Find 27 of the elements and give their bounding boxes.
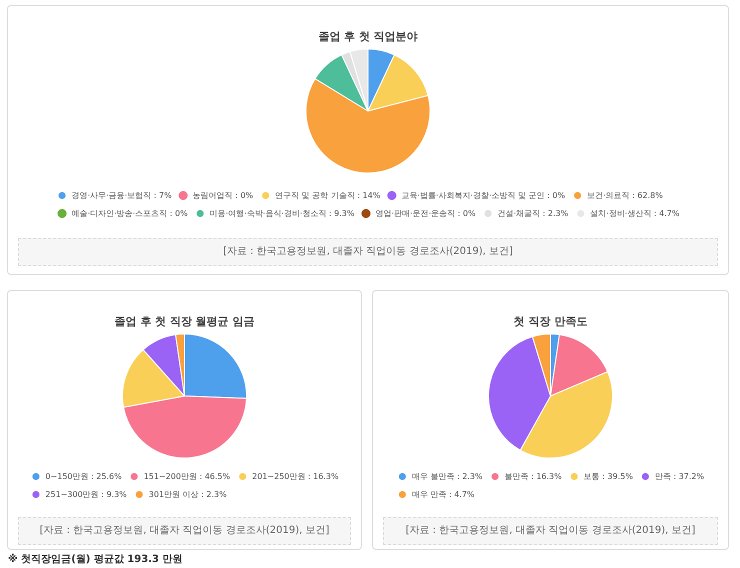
legend-label: 0~150만원 : 25.6% xyxy=(45,472,122,481)
text: ※ 첫직장임금(월) 평균값 193.3 만원 xyxy=(8,552,182,566)
legend-label: 미용·여행·숙박·음식·경비·청소직 : 9.3% xyxy=(210,209,355,218)
legend-label: 예술·디자인·방송·스포츠직 : 0% xyxy=(72,209,188,218)
legend-label: 연구직 및 공학 기술직 : 14% xyxy=(275,191,381,200)
legend-label: 건설·채굴직 : 2.3% xyxy=(498,209,569,218)
text: [자료 : 한국고용정보원, 대졸자 직업이동 경로조사(2019), 보건] xyxy=(18,517,351,545)
text: [자료 : 한국고용정보원, 대졸자 직업이동 경로조사(2019), 보건] xyxy=(383,517,718,545)
chart-title: 졸업 후 첫 직업분야 xyxy=(318,30,418,43)
legend-label: 설치·정비·생산직 : 4.7% xyxy=(590,209,680,218)
legend-label: 151~200만원 : 46.5% xyxy=(144,472,231,481)
legend-label: 경영·사무·금융·보험직 : 7% xyxy=(72,191,172,200)
legend-label: 301만원 이상 : 2.3% xyxy=(148,490,228,499)
text: [자료 : 한국고용정보원, 대졸자 직업이동 경로조사(2019), 보건] xyxy=(18,238,718,266)
chart-title: 졸업 후 첫 직장 월평균 임금 xyxy=(114,315,255,328)
chart-title: 첫 직장 만족도 xyxy=(514,315,588,328)
legend-label: 201~250만원 : 16.3% xyxy=(252,472,339,481)
legend-label: 만족 : 37.2% xyxy=(654,472,705,481)
legend-label: 영업·판매·운전·운송직 : 0% xyxy=(375,209,476,218)
legend-label: 매우 만족 : 4.7% xyxy=(412,490,475,499)
legend-label: 251~300만원 : 9.3% xyxy=(45,490,128,499)
legend-label: 보건·의료직 : 62.8% xyxy=(587,191,664,200)
legend-label: 보통 : 39.5% xyxy=(584,472,634,481)
legend-label: 매우 불만족 : 2.3% xyxy=(412,472,483,481)
legend-label: 교육·법률·사회복지·경찰·소방직 및 군인 : 0% xyxy=(401,191,566,200)
legend-label: 불만족 : 16.3% xyxy=(504,472,562,481)
legend-label: 농림어업직 : 0% xyxy=(192,191,254,200)
